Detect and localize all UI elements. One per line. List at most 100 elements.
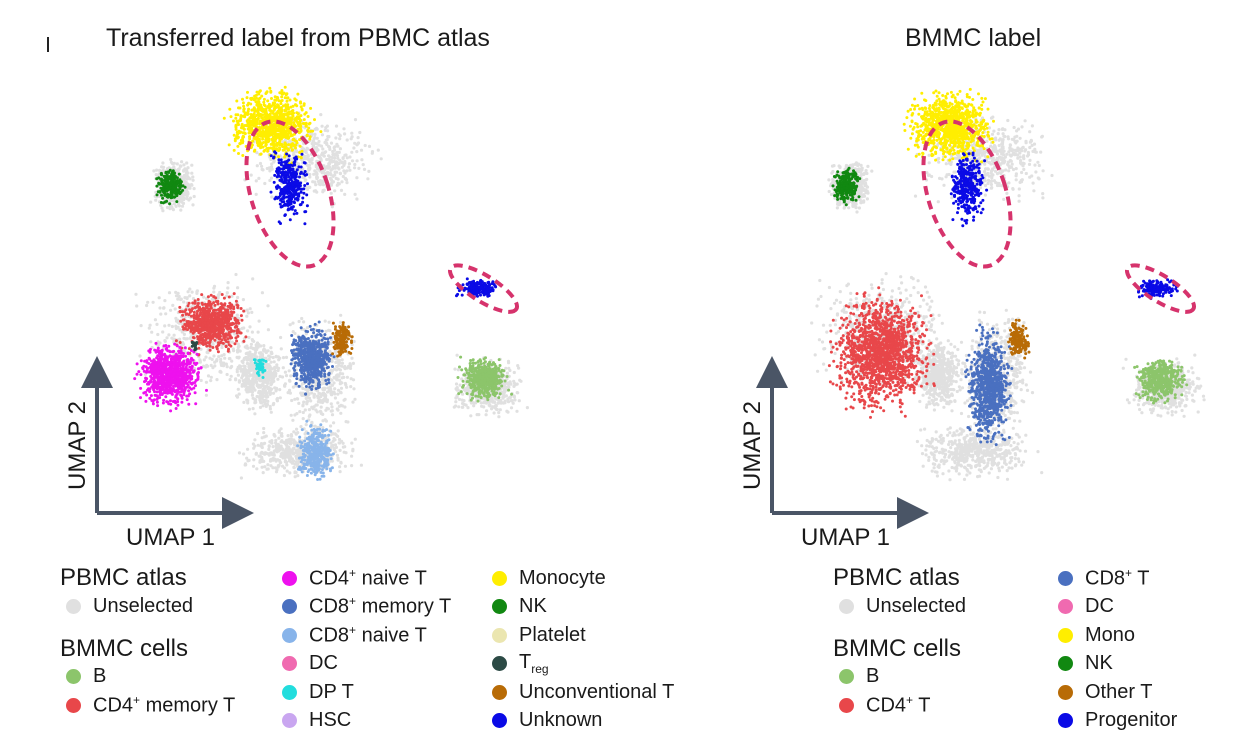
- legend-label: CD4+ memory T: [93, 692, 236, 717]
- unselected-cells: [810, 115, 1206, 482]
- legend-entry: NK: [486, 593, 674, 622]
- legend-entry: Unconventional T: [486, 678, 674, 707]
- legend-label: Mono: [1085, 623, 1136, 646]
- left-legend-col3: Monocyte NK Platelet Treg Unconventional T Un…: [486, 564, 674, 735]
- legend-swatch: [1058, 684, 1073, 700]
- legend-entry: Monocyte: [486, 564, 674, 593]
- left-x-label: UMAP 1: [126, 524, 215, 551]
- legend-swatch: [282, 684, 297, 700]
- legend-label: CD8+ T: [1085, 565, 1150, 590]
- legend-entry: NK: [1052, 650, 1177, 679]
- cluster-dp-t: [252, 358, 268, 379]
- legend-label: Other T: [1085, 680, 1153, 703]
- right-legend-col2: CD8+ T DC Mono NK Other T Progenitor: [1052, 564, 1177, 735]
- legend-label: Treg: [519, 651, 549, 677]
- legend-label: B: [866, 665, 880, 688]
- cluster-treg: [190, 340, 199, 352]
- legend-entry: B: [833, 663, 966, 692]
- legend-swatch: [1058, 656, 1073, 672]
- legend-entry: CD4+ T: [833, 691, 966, 720]
- legend-label: NK: [519, 595, 547, 618]
- legend-entry: Unknown: [486, 707, 674, 736]
- legend-label: Unknown: [519, 709, 603, 732]
- legend-swatch: [492, 656, 507, 672]
- legend-swatch: [492, 684, 507, 700]
- legend-swatch: [492, 627, 507, 643]
- right-y-label: UMAP 2: [739, 401, 766, 490]
- legend-entry: HSC: [276, 707, 451, 736]
- highlight-ellipse-2: [1124, 263, 1197, 314]
- legend-label: CD4+ T: [866, 692, 931, 717]
- cluster-cd4-naive-t: [133, 341, 208, 413]
- legend-entry: Mono: [1052, 621, 1177, 650]
- cluster-nk: [831, 166, 862, 207]
- legend-swatch: [282, 713, 297, 729]
- legend-label: B: [93, 665, 107, 688]
- legend-swatch: [1058, 570, 1073, 586]
- right-axes: [756, 356, 929, 529]
- legend-pbmc-header: PBMC atlas: [60, 564, 187, 591]
- legend-bmmc-header: BMMC cells: [833, 634, 962, 662]
- legend-swatch: [492, 570, 507, 586]
- legend-swatch: [66, 598, 81, 614]
- legend-label: Progenitor: [1085, 709, 1178, 732]
- cluster-progenitor: [1137, 278, 1179, 300]
- legend-entry: CD4+ naive T: [276, 564, 451, 593]
- legend-entry: CD8+ naive T: [276, 621, 451, 650]
- left-axes: [81, 356, 254, 529]
- legend-entry: Treg: [486, 650, 674, 679]
- left-panel-title: Transferred label from PBMC atlas: [106, 24, 490, 52]
- legend-swatch: [492, 599, 507, 615]
- right-panel-title: BMMC label: [905, 24, 1042, 52]
- right-umap: [810, 87, 1206, 482]
- legend-entry: B: [60, 663, 235, 692]
- panel-marker: [47, 37, 49, 52]
- legend-swatch: [1058, 713, 1073, 729]
- legend-entry: CD8+ memory T: [276, 593, 451, 622]
- legend-label: NK: [1085, 652, 1113, 675]
- left-umap: [133, 85, 530, 481]
- left-legend-col2: CD4+ naive T CD8+ memory T CD8+ naive T DC D…: [276, 564, 451, 735]
- legend-label: DC: [309, 652, 338, 675]
- legend-entry: Progenitor: [1052, 707, 1177, 736]
- legend-entry: DC: [276, 650, 451, 679]
- cluster-cd4-memory-t: [174, 292, 248, 357]
- highlight-ellipse-2: [447, 263, 520, 314]
- cluster-unconventional-t: [331, 321, 354, 358]
- legend-swatch: [282, 627, 297, 643]
- cluster-mono: [902, 87, 995, 164]
- legend-label: DP T: [309, 680, 354, 703]
- legend-swatch: [1058, 627, 1073, 643]
- highlight-ellipse-1: [921, 119, 1013, 269]
- cluster-progenitor: [949, 151, 989, 228]
- cluster-cd8-t: [964, 323, 1014, 447]
- legend-entry: CD8+ T: [1052, 564, 1177, 593]
- legend-entry: Other T: [1052, 678, 1177, 707]
- legend-label: DC: [1085, 595, 1114, 618]
- legend-label: HSC: [309, 709, 352, 732]
- right-legend-group-1: PBMC atlas Unselected BMMC cells B CD4+ T: [833, 564, 966, 720]
- legend-label: Platelet: [519, 623, 586, 646]
- cluster-b: [456, 355, 514, 403]
- legend-label: CD8+ memory T: [309, 594, 452, 619]
- legend-swatch: [66, 697, 81, 713]
- right-legend-col1: B CD4+ T: [833, 663, 966, 720]
- legend-bmmc-header: BMMC cells: [60, 634, 189, 662]
- legend-swatch: [492, 713, 507, 729]
- cluster-cd8-naive-t: [296, 419, 335, 481]
- legend-swatch: [66, 669, 81, 685]
- legend-label: CD4+ naive T: [309, 565, 427, 590]
- left-legend-group-1: PBMC atlas Unselected BMMC cells B CD4+ m…: [60, 564, 235, 720]
- legend-swatch: [839, 697, 854, 713]
- left-legend-col1: B CD4+ memory T: [60, 663, 235, 720]
- legend-swatch: [839, 598, 854, 614]
- cluster-b: [1133, 359, 1189, 405]
- legend-entry-unselected: Unselected: [833, 592, 966, 621]
- legend-swatch: [282, 570, 297, 586]
- legend-entry-unselected: Unselected: [60, 592, 235, 621]
- legend-label: Monocyte: [519, 566, 606, 589]
- cluster-cd8-memory-t: [289, 320, 336, 396]
- cluster-cd4-t: [827, 286, 936, 419]
- legend-swatch: [839, 669, 854, 685]
